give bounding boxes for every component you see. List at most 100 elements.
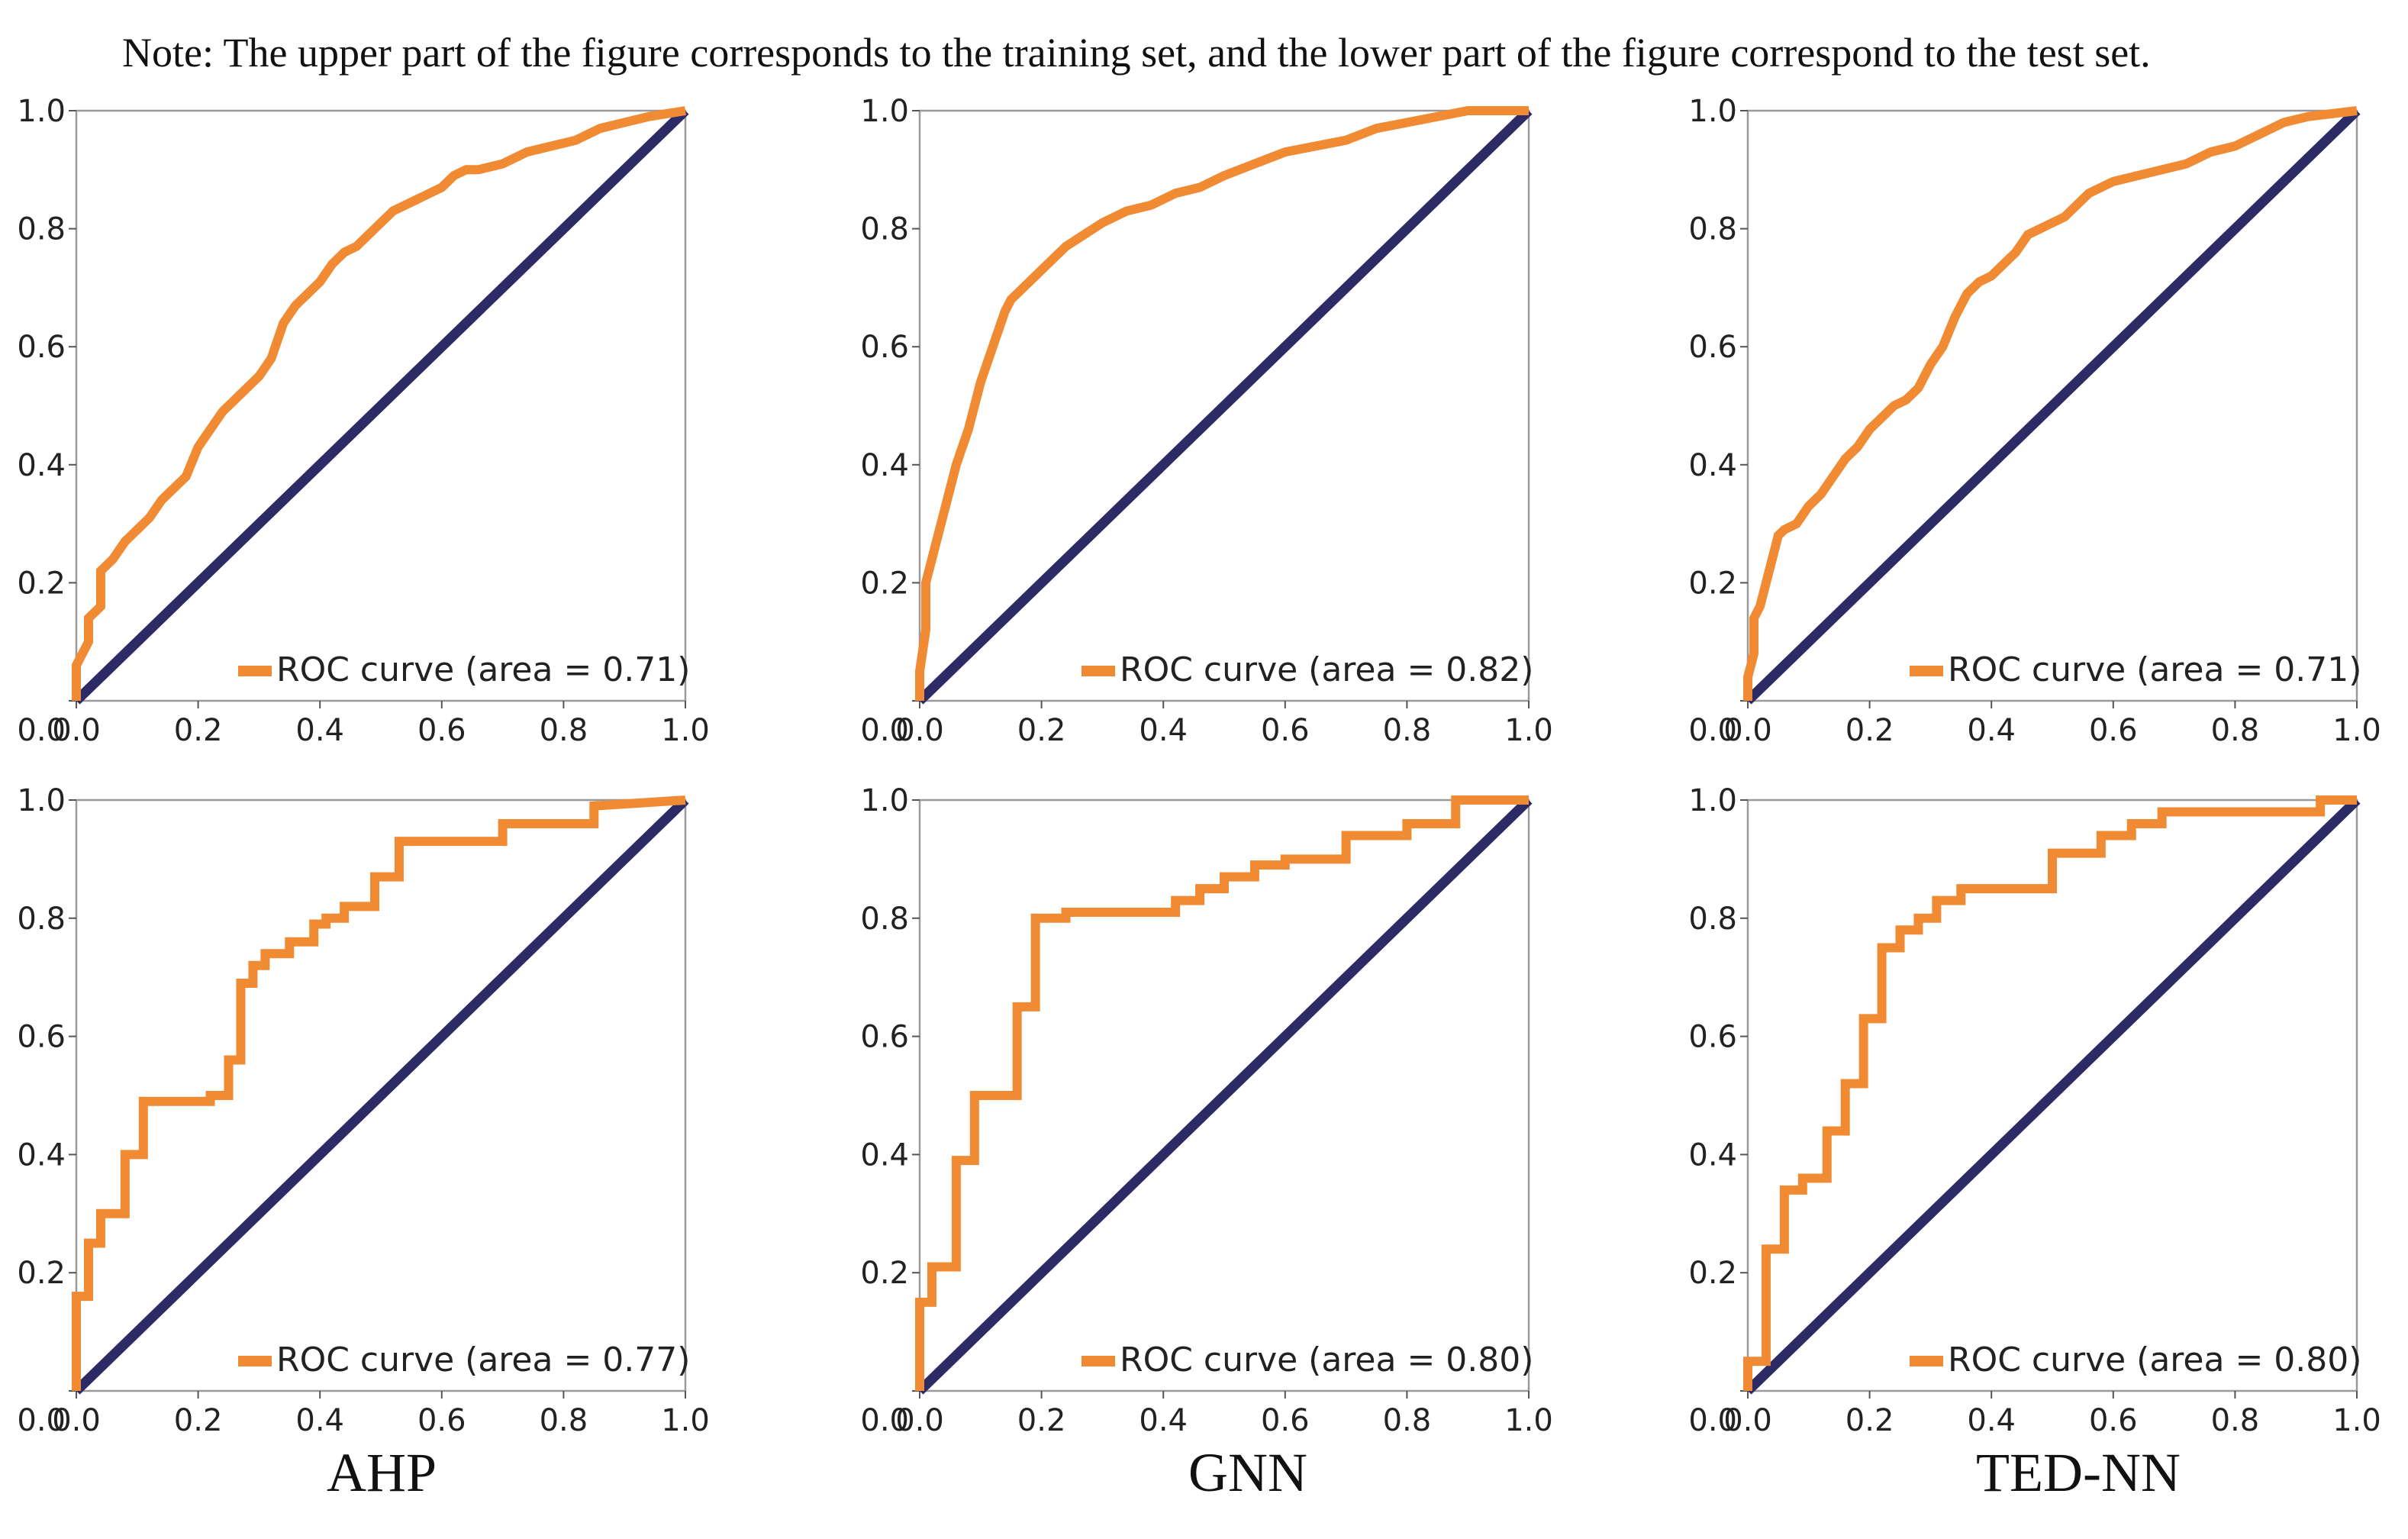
y-tick-label: 0.6 — [17, 330, 66, 365]
model-label-ted-nn: TED-NN — [1976, 1442, 2181, 1503]
x-tick-label: 1.0 — [1504, 713, 1553, 748]
y-tick-label: 1.0 — [1688, 783, 1737, 818]
y-tick-label: 0.2 — [860, 1256, 909, 1291]
legend-swatch — [1082, 1356, 1115, 1366]
y-tick-label: 0.6 — [1688, 330, 1737, 365]
y-tick-label: 0.4 — [1688, 1137, 1737, 1173]
chance-diagonal-line — [1744, 107, 2361, 705]
x-tick-label: 0.8 — [1383, 1403, 1432, 1438]
x-tick-label: 0.0 — [1723, 713, 1772, 748]
y-tick-label: 1.0 — [860, 783, 909, 818]
legend-swatch — [238, 1356, 272, 1366]
y-tick-label: 0.6 — [860, 330, 909, 365]
chance-diagonal-line — [73, 107, 689, 705]
x-tick-label: 0.4 — [1967, 713, 2016, 748]
y-tick-label: 0.6 — [860, 1020, 909, 1055]
roc-panel-ted-nn-training: 0.0 0.2 0.4 0.6 0.8 1.0 0.2 0.4 0.6 0.8 1.0 0.0 ROC … — [1688, 94, 2381, 748]
x-tick-label: 0.4 — [1139, 1403, 1188, 1438]
y-tick-label: 0.4 — [17, 1137, 66, 1173]
y-tick-label: 1.0 — [17, 783, 66, 818]
legend-label: ROC curve (area = 0.71) — [1948, 650, 2361, 689]
y-tick-label: 0.4 — [17, 448, 66, 483]
legend-label: ROC curve (area = 0.82) — [1120, 650, 1533, 689]
x-tick-label: 0.4 — [1139, 713, 1188, 748]
y-tick-label: 0.4 — [1688, 448, 1737, 483]
roc-curve-line — [72, 106, 686, 701]
roc-panel-ahp-training: 0.0 0.2 0.4 0.6 0.8 1.0 0.2 0.4 0.6 0.8 1.0 0.0 ROC … — [17, 94, 709, 748]
x-tick-label: 0.0 — [895, 713, 944, 748]
y-tick-label: 0.6 — [1688, 1020, 1737, 1055]
x-tick-label: 1.0 — [661, 713, 710, 748]
y-tick-label-origin: 0.0 — [1688, 713, 1737, 748]
x-tick-label: 0.0 — [1723, 1403, 1772, 1438]
chance-diagonal-line — [1744, 796, 2361, 1395]
roc-curve-line — [1743, 795, 2357, 1391]
y-tick-label: 0.2 — [860, 566, 909, 601]
x-tick-label: 0.2 — [1017, 1403, 1066, 1438]
y-tick-label-origin: 0.0 — [17, 713, 66, 748]
legend-swatch — [1910, 1356, 1943, 1366]
y-tick-label: 1.0 — [17, 94, 66, 129]
y-tick-label: 0.2 — [17, 1256, 66, 1291]
x-tick-label: 0.2 — [1845, 713, 1894, 748]
y-tick-label: 0.4 — [860, 1137, 909, 1173]
y-tick-label-origin: 0.0 — [17, 1403, 66, 1438]
x-tick-label: 0.6 — [1261, 1403, 1310, 1438]
x-tick-label: 0.0 — [52, 1403, 101, 1438]
roc-curve-line — [915, 106, 1529, 701]
y-tick-label: 1.0 — [1688, 94, 1737, 129]
roc-curve-line — [72, 795, 686, 1391]
y-tick-label-origin: 0.0 — [860, 713, 909, 748]
y-tick-label: 0.8 — [1688, 212, 1737, 247]
legend-label: ROC curve (area = 0.80) — [1948, 1341, 2361, 1379]
x-tick-label: 1.0 — [1504, 1403, 1553, 1438]
x-tick-label: 0.6 — [1261, 713, 1310, 748]
x-tick-label: 0.6 — [417, 1403, 466, 1438]
y-tick-label: 0.2 — [1688, 1256, 1737, 1291]
legend-label: ROC curve (area = 0.80) — [1120, 1341, 1533, 1379]
legend-label: ROC curve (area = 0.71) — [276, 650, 690, 689]
y-tick-label: 0.2 — [17, 566, 66, 601]
y-tick-label-origin: 0.0 — [1688, 1403, 1737, 1438]
y-tick-label: 0.6 — [17, 1020, 66, 1055]
x-tick-label: 0.2 — [1845, 1403, 1894, 1438]
roc-panel-ted-nn-test: 0.0 0.2 0.4 0.6 0.8 1.0 0.2 0.4 0.6 0.8 1.0 0.0 ROC … — [1688, 783, 2381, 1438]
x-tick-label: 0.8 — [1383, 713, 1432, 748]
x-tick-label: 0.4 — [295, 1403, 344, 1438]
x-tick-label: 1.0 — [2332, 713, 2381, 748]
roc-curve-line — [1743, 106, 2358, 701]
x-tick-label: 0.2 — [174, 713, 223, 748]
x-tick-label: 0.0 — [895, 1403, 944, 1438]
y-tick-label: 0.8 — [860, 902, 909, 937]
roc-curve-line — [915, 795, 1529, 1391]
model-label-ahp: AHP — [326, 1442, 437, 1503]
roc-panel-gnn-test: 0.0 0.2 0.4 0.6 0.8 1.0 0.2 0.4 0.6 0.8 1.0 0.0 ROC … — [860, 783, 1552, 1438]
legend-swatch — [238, 666, 272, 676]
figure-note: Note: The upper part of the figure corre… — [122, 30, 2151, 76]
roc-panel-ahp-test: 0.0 0.2 0.4 0.6 0.8 1.0 0.2 0.4 0.6 0.8 1.0 0.0 ROC … — [17, 783, 709, 1438]
model-label-gnn: GNN — [1188, 1442, 1307, 1503]
chance-diagonal-line — [916, 107, 1533, 705]
x-tick-label: 1.0 — [2332, 1403, 2381, 1438]
x-tick-label: 0.8 — [2211, 713, 2260, 748]
y-tick-label: 0.8 — [1688, 902, 1737, 937]
y-tick-label: 0.4 — [860, 448, 909, 483]
y-tick-label: 1.0 — [860, 94, 909, 129]
x-tick-label: 0.2 — [1017, 713, 1066, 748]
x-tick-label: 0.6 — [2089, 1403, 2138, 1438]
x-tick-label: 0.0 — [52, 713, 101, 748]
y-tick-label-origin: 0.0 — [860, 1403, 909, 1438]
legend-label: ROC curve (area = 0.77) — [276, 1341, 690, 1379]
x-tick-label: 1.0 — [661, 1403, 710, 1438]
chance-diagonal-line — [73, 796, 689, 1395]
x-tick-label: 0.4 — [295, 713, 344, 748]
y-tick-label: 0.8 — [17, 902, 66, 937]
x-tick-label: 0.4 — [1967, 1403, 2016, 1438]
y-tick-label: 0.8 — [860, 212, 909, 247]
x-tick-label: 0.6 — [417, 713, 466, 748]
legend-swatch — [1910, 666, 1943, 676]
x-tick-label: 0.8 — [2211, 1403, 2260, 1438]
roc-panel-gnn-training: 0.0 0.2 0.4 0.6 0.8 1.0 0.2 0.4 0.6 0.8 1.0 0.0 ROC … — [860, 94, 1552, 748]
